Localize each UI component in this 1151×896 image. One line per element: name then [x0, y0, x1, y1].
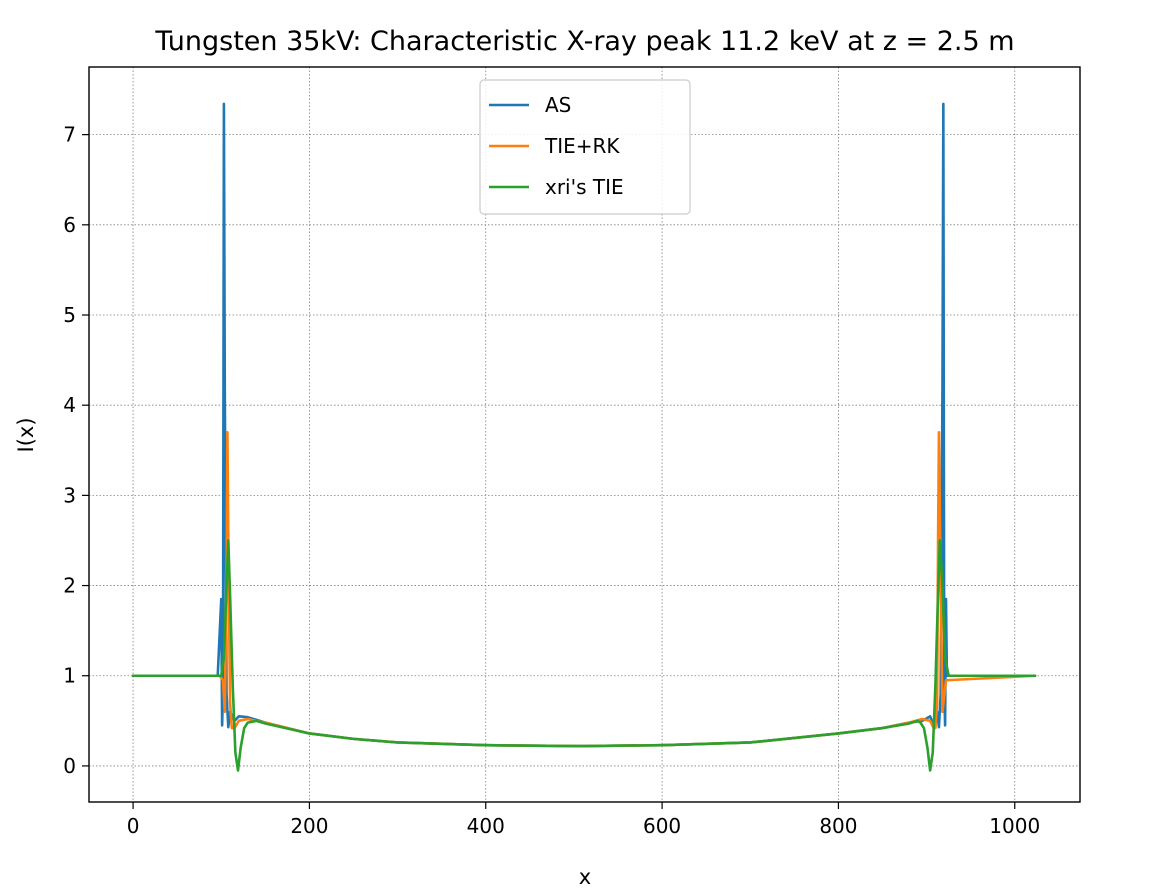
x-axis-label: x — [579, 865, 591, 889]
y-tick-label: 1 — [63, 664, 76, 688]
x-tick-label: 200 — [290, 814, 328, 838]
y-tick-label: 2 — [63, 574, 76, 598]
legend: AS TIE+RK xri's TIE — [479, 79, 691, 215]
y-tick-label: 5 — [63, 303, 76, 327]
plot-frame — [88, 66, 1081, 803]
y-tick-label: 4 — [63, 393, 76, 417]
x-tick-label: 0 — [127, 814, 140, 838]
y-axis-label: I(x) — [14, 417, 38, 452]
axis-ticks: 0 200 400 600 800 1000 0 1 2 3 4 5 6 7 — [63, 123, 1040, 838]
y-tick-label: 0 — [63, 754, 76, 778]
legend-label-2: xri's TIE — [545, 175, 624, 199]
y-tick-label: 6 — [63, 213, 76, 237]
x-tick-label: 400 — [467, 814, 505, 838]
x-tick-label: 1000 — [989, 814, 1040, 838]
x-tick-label: 600 — [643, 814, 681, 838]
series-line-2 — [131, 539, 1037, 772]
chart-title: Tungsten 35kV: Characteristic X-ray peak… — [154, 26, 1014, 57]
y-tick-label: 3 — [63, 483, 76, 507]
legend-box — [479, 79, 691, 215]
legend-label-0: AS — [545, 93, 571, 117]
legend-label-1: TIE+RK — [544, 134, 620, 158]
y-tick-label: 7 — [63, 123, 76, 147]
x-tick-label: 800 — [819, 814, 857, 838]
series-lines — [131, 102, 1037, 772]
